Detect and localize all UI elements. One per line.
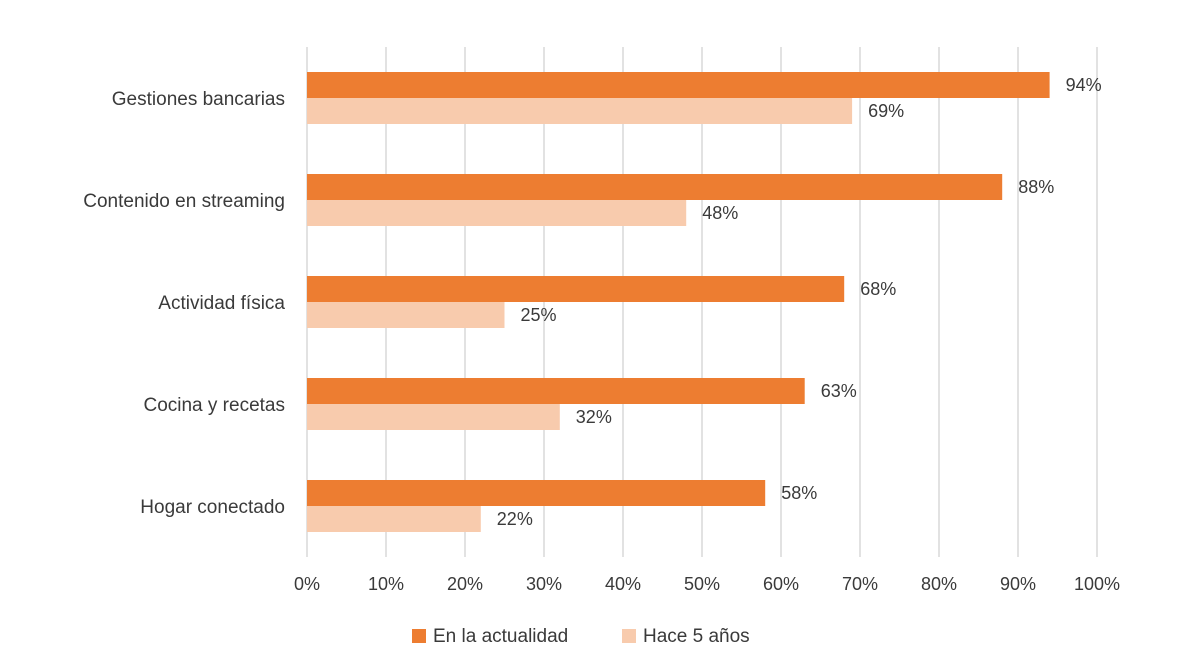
legend-label: En la actualidad: [433, 626, 568, 647]
category-labels: Gestiones bancarias Contenido en streamin…: [83, 89, 285, 518]
legend: En la actualidad Hace 5 años: [412, 626, 750, 647]
x-tick-label: 10%: [368, 574, 404, 594]
data-labels: 94% 69% 88% 48% 68% 25% 63% 32% 58% 22%: [497, 75, 1102, 529]
category-label: Cocina y recetas: [143, 395, 285, 416]
bar: [307, 404, 560, 430]
x-tick-label: 100%: [1074, 574, 1120, 594]
data-label: 22%: [497, 509, 533, 529]
x-tick-label: 50%: [684, 574, 720, 594]
bar: [307, 276, 845, 302]
data-label: 58%: [781, 483, 817, 503]
bar: [307, 506, 481, 532]
x-tick-label: 20%: [447, 574, 483, 594]
data-label: 68%: [860, 279, 896, 299]
bar: [307, 200, 687, 226]
bars: [307, 72, 1050, 532]
data-label: 88%: [1018, 177, 1054, 197]
bar: [307, 72, 1050, 98]
x-tick-label: 40%: [605, 574, 641, 594]
data-label: 32%: [576, 407, 612, 427]
bar: [307, 480, 766, 506]
x-tick-label: 30%: [526, 574, 562, 594]
category-label: Actividad física: [158, 293, 285, 314]
bar: [307, 378, 805, 404]
legend-swatch: [412, 629, 426, 643]
data-label: 25%: [521, 305, 557, 325]
data-label: 94%: [1066, 75, 1102, 95]
bar: [307, 174, 1003, 200]
x-tick-label: 90%: [1000, 574, 1036, 594]
category-label: Contenido en streaming: [83, 191, 285, 212]
data-label: 48%: [702, 203, 738, 223]
legend-swatch: [622, 629, 636, 643]
x-axis-ticks: 0% 10% 20% 30% 40% 50% 60% 70% 80% 90% 100%: [294, 574, 1120, 594]
category-label: Hogar conectado: [140, 497, 285, 518]
x-tick-label: 0%: [294, 574, 320, 594]
data-label: 63%: [821, 381, 857, 401]
category-label: Gestiones bancarias: [112, 89, 285, 110]
x-tick-label: 60%: [763, 574, 799, 594]
x-tick-label: 80%: [921, 574, 957, 594]
bar: [307, 302, 505, 328]
bar: [307, 98, 853, 124]
data-label: 69%: [868, 101, 904, 121]
x-tick-label: 70%: [842, 574, 878, 594]
legend-label: Hace 5 años: [643, 626, 750, 647]
